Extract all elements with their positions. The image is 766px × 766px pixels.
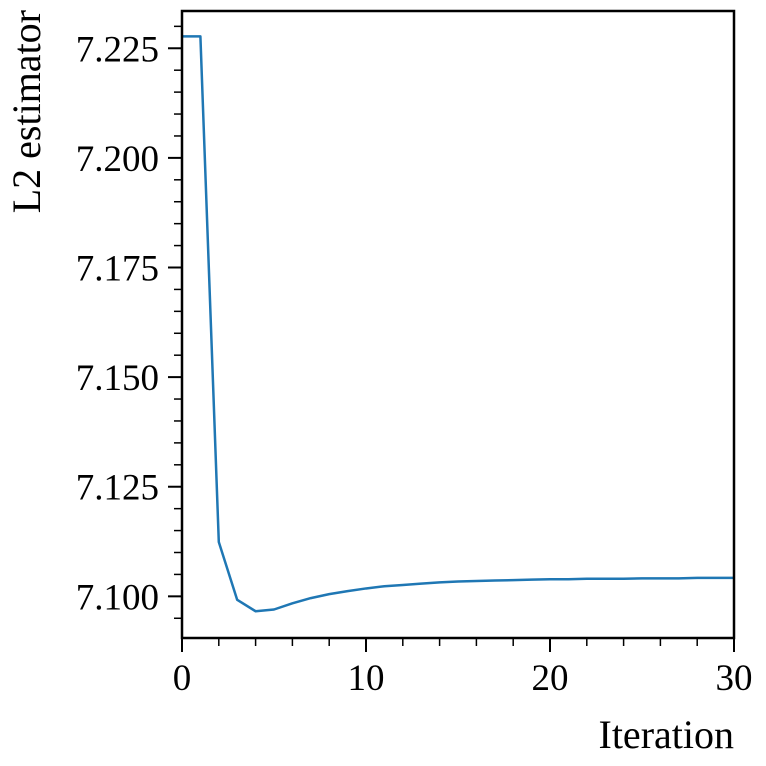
- major-ticks: [168, 47, 735, 652]
- minor-ticks: [174, 25, 698, 646]
- x-tick-label: 30: [716, 658, 753, 699]
- y-tick-label: 7.200: [76, 139, 159, 180]
- series-line-0: [182, 35, 734, 613]
- y-tick-label: 7.175: [76, 249, 159, 290]
- y-tick-label: 7.225: [76, 29, 159, 70]
- y-tick-label: 7.150: [76, 358, 159, 399]
- x-axis-label: Iteration: [599, 712, 735, 757]
- series-layer: [182, 35, 734, 613]
- x-tick-label: 0: [173, 658, 192, 699]
- y-tick-label: 7.100: [76, 577, 159, 618]
- x-tick-label: 20: [532, 658, 569, 699]
- y-axis-label: L2 estimator: [4, 10, 49, 213]
- tick-labels: 0 10 20 30 7.100 7.125 7.150 7.175 7.200 7.225: [76, 29, 753, 699]
- x-tick-label: 10: [348, 658, 385, 699]
- plot-frame: [180, 9, 736, 640]
- y-tick-label: 7.125: [76, 468, 159, 509]
